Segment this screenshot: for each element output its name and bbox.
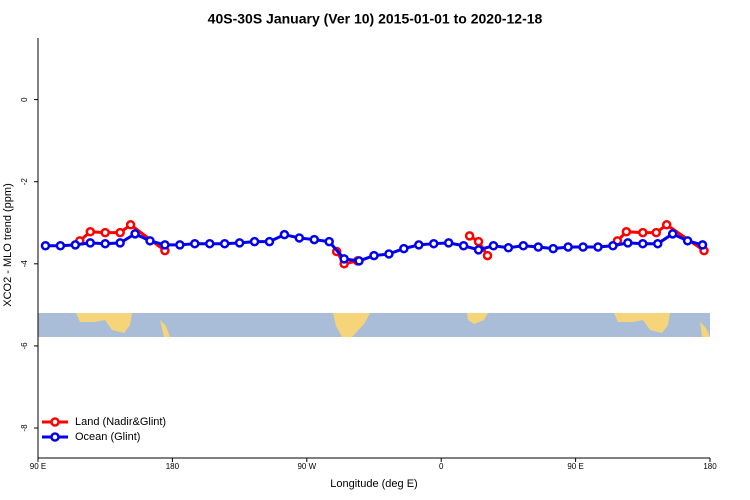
point bbox=[608, 240, 618, 251]
point bbox=[652, 238, 663, 249]
point bbox=[518, 240, 529, 251]
point bbox=[339, 254, 349, 264]
point bbox=[324, 236, 334, 247]
chart-title: 40S-30S January (Ver 10) 2015-01-01 to 2… bbox=[208, 11, 543, 27]
point bbox=[384, 249, 394, 259]
point bbox=[354, 256, 364, 266]
point bbox=[40, 240, 51, 251]
point bbox=[85, 238, 96, 248]
x-tick-label: 90 E bbox=[567, 462, 583, 471]
legend-marker bbox=[50, 432, 60, 442]
point bbox=[160, 240, 170, 250]
point bbox=[623, 238, 633, 248]
point bbox=[115, 238, 125, 248]
point bbox=[249, 236, 260, 247]
legend-marker bbox=[50, 417, 60, 427]
point bbox=[661, 220, 672, 230]
point bbox=[621, 227, 632, 237]
legend-label: Land (Nadir&Glint) bbox=[75, 416, 166, 428]
point bbox=[55, 240, 66, 251]
point bbox=[279, 229, 290, 240]
point bbox=[638, 238, 648, 249]
point bbox=[638, 227, 648, 238]
point bbox=[294, 233, 305, 243]
point bbox=[130, 229, 140, 239]
x-tick-label: 180 bbox=[166, 462, 180, 471]
point bbox=[264, 236, 275, 247]
point bbox=[115, 227, 125, 238]
point bbox=[219, 238, 230, 249]
y-tick-label: -4 bbox=[20, 260, 29, 268]
point bbox=[482, 250, 493, 261]
y-tick-label: -2 bbox=[20, 178, 29, 186]
point bbox=[503, 243, 514, 253]
point bbox=[651, 227, 661, 238]
point bbox=[234, 238, 245, 248]
x-tick-label: 180 bbox=[703, 462, 717, 471]
point bbox=[428, 238, 439, 249]
point bbox=[414, 240, 424, 250]
x-tick-label: 0 bbox=[439, 462, 444, 471]
point bbox=[667, 229, 678, 239]
point bbox=[175, 240, 185, 250]
point bbox=[548, 243, 558, 254]
point bbox=[125, 220, 136, 230]
point bbox=[145, 236, 155, 246]
point bbox=[309, 234, 320, 245]
point bbox=[100, 238, 110, 249]
point bbox=[369, 250, 379, 261]
point bbox=[70, 240, 81, 250]
y-axis-label: XCO2 - MLO trend (ppm) bbox=[2, 183, 14, 306]
point bbox=[85, 227, 96, 237]
x-axis-label: Longitude (deg E) bbox=[330, 478, 417, 490]
point bbox=[488, 240, 499, 251]
point bbox=[578, 242, 588, 252]
point bbox=[464, 231, 475, 241]
point bbox=[682, 236, 693, 246]
y-tick-label: 0 bbox=[20, 97, 29, 102]
y-tick-label: -8 bbox=[20, 424, 29, 432]
point bbox=[473, 236, 484, 247]
point bbox=[473, 245, 484, 255]
map-strip bbox=[38, 313, 710, 337]
point bbox=[697, 240, 708, 250]
x-tick-label: 90 E bbox=[30, 462, 46, 471]
point bbox=[533, 242, 544, 252]
point bbox=[443, 238, 454, 248]
point bbox=[458, 240, 469, 251]
x-tick-label: 90 W bbox=[297, 462, 316, 471]
y-tick-label: -6 bbox=[20, 342, 29, 350]
legend-label: Ocean (Glint) bbox=[75, 431, 140, 443]
point bbox=[204, 238, 215, 249]
point bbox=[100, 227, 110, 238]
point bbox=[190, 238, 200, 249]
point bbox=[399, 243, 409, 254]
point bbox=[563, 242, 573, 252]
point bbox=[593, 242, 603, 252]
